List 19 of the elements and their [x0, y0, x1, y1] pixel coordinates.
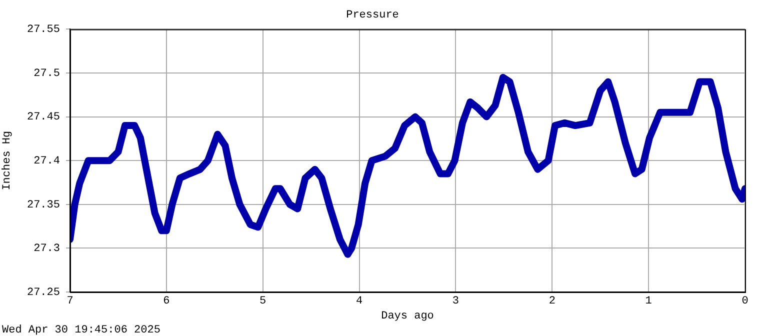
x-tick-label: 0	[742, 296, 748, 308]
x-tick-label: 2	[548, 296, 556, 308]
x-tick-label: 1	[645, 296, 652, 308]
y-tick-label: 27.5	[34, 68, 60, 80]
y-axis-title: Inches Hg	[2, 130, 14, 190]
x-tick-label: 7	[66, 296, 74, 308]
x-axis-title: Days ago	[381, 310, 434, 322]
x-tick-label: 6	[163, 296, 170, 308]
y-tick-label: 27.45	[26, 112, 60, 124]
y-tick-label: 27.3	[34, 243, 60, 256]
x-tick-label: 4	[356, 296, 363, 308]
y-tick-label: 27.4	[34, 156, 60, 168]
text: Wed Apr 30 19:45:06 2025	[2, 324, 160, 336]
x-tick-label: 3	[452, 296, 460, 308]
y-tick-label: 27.25	[26, 286, 60, 299]
x-tick-label: 5	[260, 296, 266, 308]
chart-title: Pressure	[346, 10, 399, 22]
y-tick-label: 27.35	[26, 199, 60, 212]
y-tick-label: 27.55	[26, 24, 60, 36]
